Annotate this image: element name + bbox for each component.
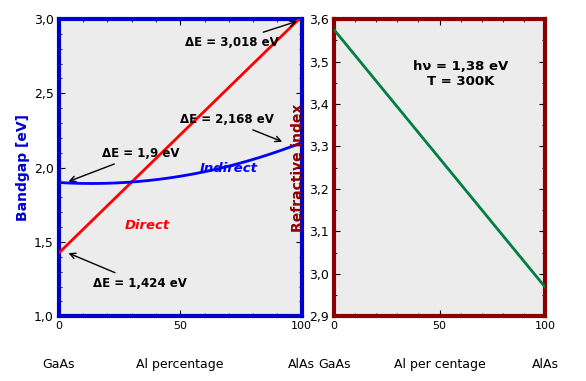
Text: Al per centage: Al per centage	[394, 358, 485, 371]
Y-axis label: Refractive index: Refractive index	[291, 104, 305, 232]
Text: GaAs: GaAs	[318, 358, 350, 371]
Text: ΔE = 1,424 eV: ΔE = 1,424 eV	[70, 253, 186, 290]
Text: Indirect: Indirect	[200, 162, 258, 175]
Text: AlAs: AlAs	[532, 358, 558, 371]
Text: AlAs: AlAs	[288, 358, 315, 371]
Text: Direct: Direct	[124, 219, 169, 232]
Text: ΔE = 2,168 eV: ΔE = 2,168 eV	[180, 113, 281, 142]
Text: GaAs: GaAs	[42, 358, 75, 371]
Text: Al percentage: Al percentage	[137, 358, 224, 371]
Text: ΔE = 1,9 eV: ΔE = 1,9 eV	[70, 147, 180, 182]
Text: ΔE = 3,018 eV: ΔE = 3,018 eV	[185, 21, 295, 49]
Y-axis label: Bandgap [eV]: Bandgap [eV]	[16, 114, 30, 221]
Text: hν = 1,38 eV
T = 300K: hν = 1,38 eV T = 300K	[413, 60, 508, 88]
